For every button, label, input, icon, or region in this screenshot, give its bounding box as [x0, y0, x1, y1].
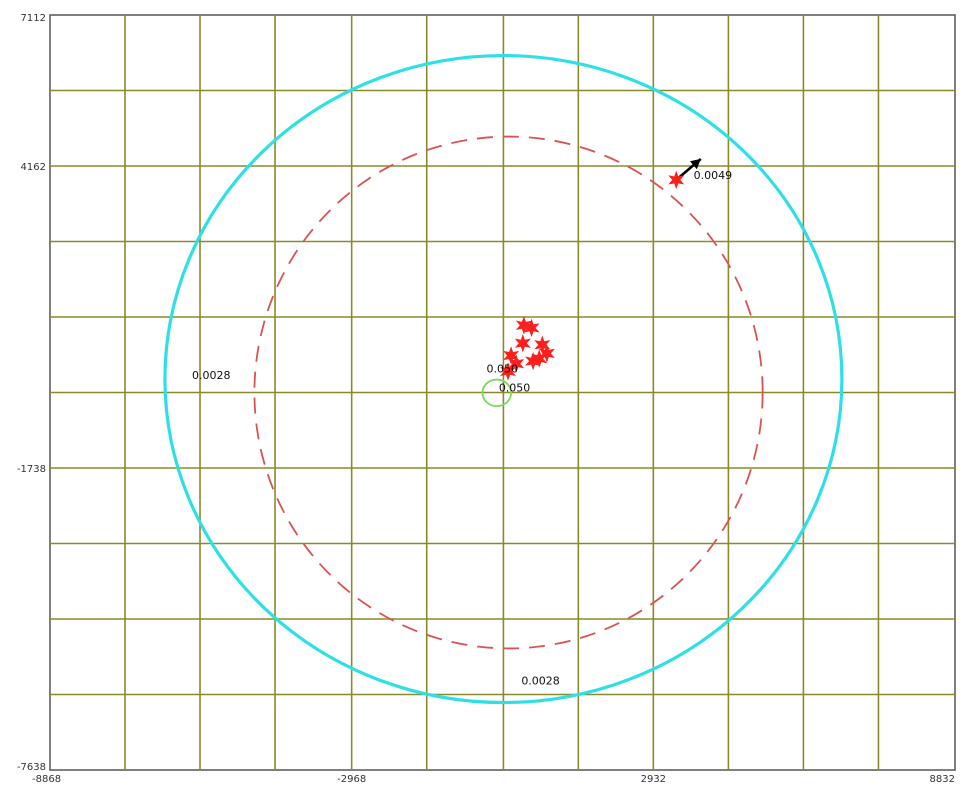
x-tick-label: -8868	[32, 774, 61, 785]
x-tick-label: 8832	[930, 774, 955, 785]
star-marker	[508, 354, 525, 373]
contour-label: 0.0028	[521, 675, 560, 688]
dashed-circle	[253, 135, 764, 650]
contour-label: 0.0028	[192, 369, 231, 382]
contour-line-0.0028	[163, 53, 844, 705]
contour-labels: 0.0049 0.0028 0.050 0.050 0.0028	[192, 169, 732, 688]
data-markers	[500, 157, 702, 381]
contour-label: 0.050	[487, 362, 519, 375]
y-tick-label: 4162	[21, 162, 46, 173]
star-marker	[523, 318, 540, 338]
star-marker	[668, 170, 685, 190]
x-tick-label: 2932	[641, 774, 666, 785]
x-tick-label: -2968	[337, 774, 366, 785]
star-marker	[500, 362, 517, 381]
star-marker	[514, 333, 531, 353]
star-marker	[503, 346, 520, 365]
star-marker	[525, 351, 542, 371]
y-tick-label: -1738	[17, 464, 46, 475]
grid-lines	[50, 15, 955, 770]
y-tick-label: 7112	[21, 13, 46, 24]
axis-tick-labels: -8868 -2968 2932 8832 7112 4162 -1738 -7638	[17, 13, 955, 785]
contour-label: 0.050	[499, 381, 530, 394]
star-marker	[538, 344, 555, 363]
contour-line-0.050	[481, 378, 512, 408]
arrow-head	[690, 158, 701, 170]
contour-label: 0.0049	[694, 169, 733, 182]
y-tick-label: -7638	[17, 762, 46, 773]
contour-lines	[163, 53, 844, 705]
